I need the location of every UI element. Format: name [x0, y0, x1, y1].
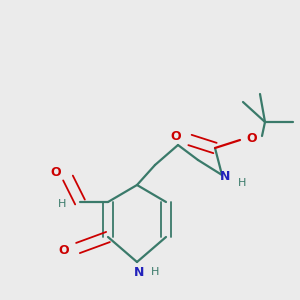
- Text: O: O: [51, 166, 61, 178]
- Text: O: O: [171, 130, 181, 143]
- Text: H: H: [151, 267, 159, 277]
- Text: H: H: [238, 178, 246, 188]
- Text: O: O: [247, 131, 257, 145]
- Text: H: H: [58, 199, 66, 209]
- Text: N: N: [220, 170, 230, 184]
- Text: N: N: [134, 266, 144, 278]
- Text: O: O: [59, 244, 69, 257]
